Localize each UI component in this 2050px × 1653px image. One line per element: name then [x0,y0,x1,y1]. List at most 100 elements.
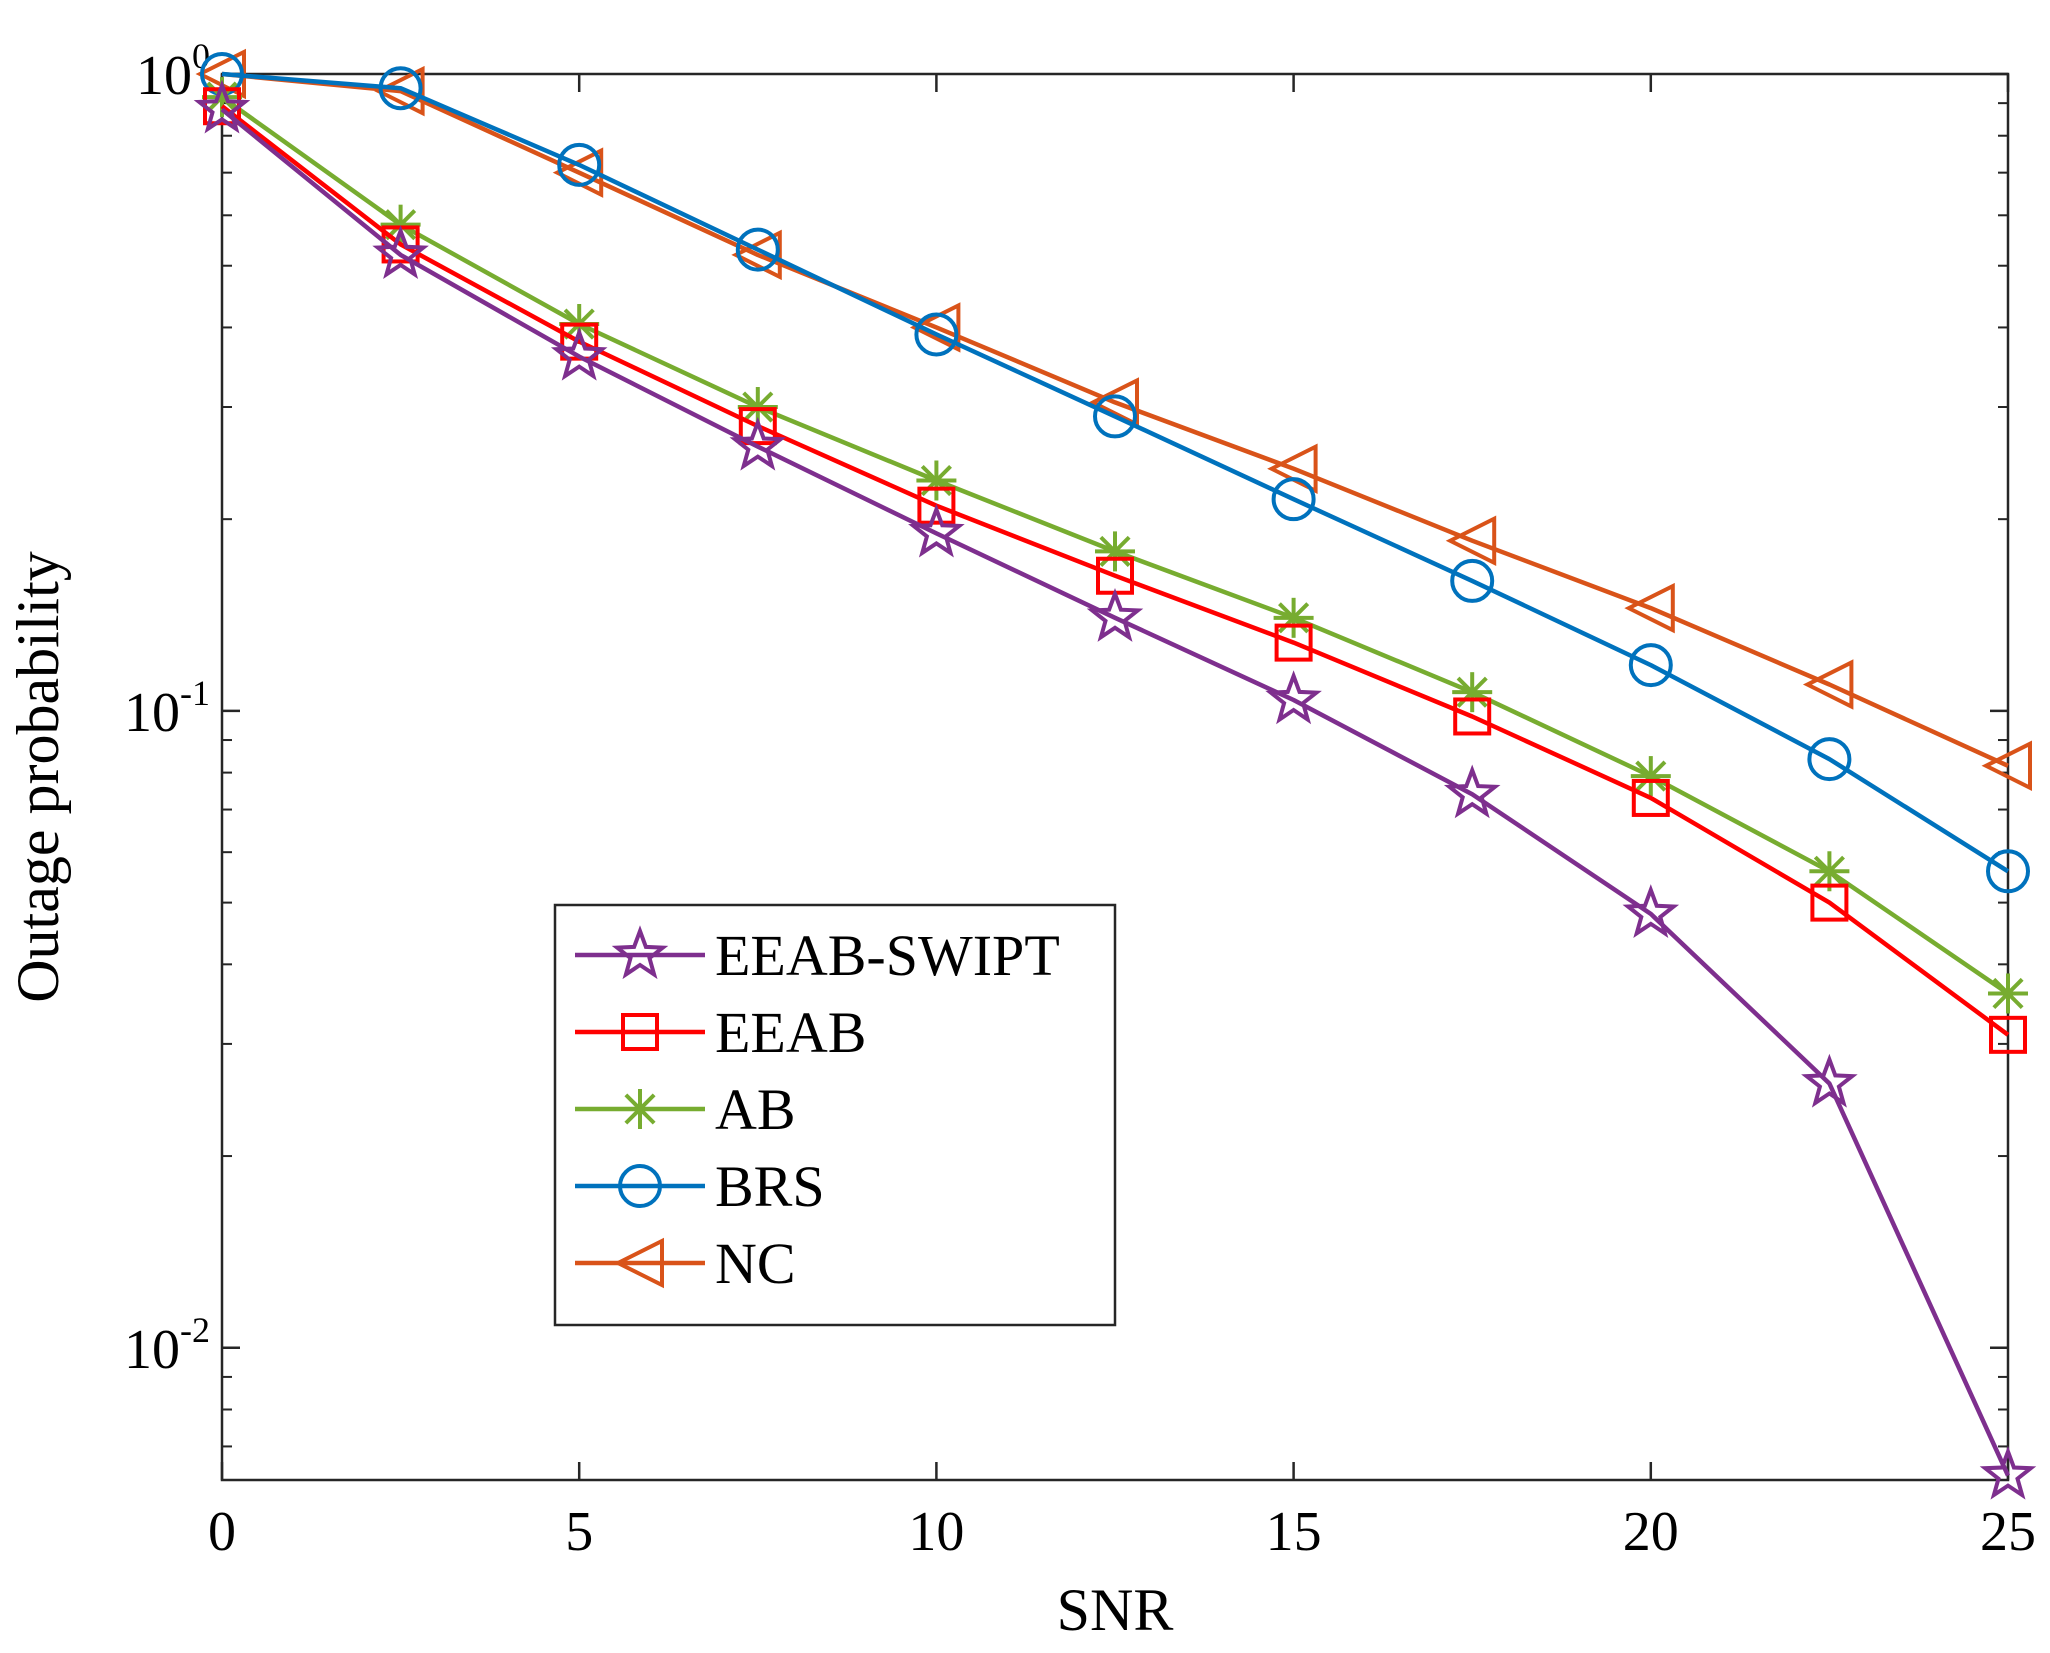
data-point [1265,670,1322,725]
star-marker [1086,588,1144,642]
star-marker [1801,1053,1858,1108]
circle-marker [378,66,423,111]
asterisk-stroke [742,391,774,423]
circle-marker [1450,558,1495,603]
data-point [1450,558,1495,603]
square-marker [1989,1015,2027,1054]
legend-label: BRS [715,1154,825,1219]
asterisk-stroke [1992,977,2024,1010]
data-point [1086,588,1144,642]
data-point [1622,884,1680,938]
x-tick-label: 0 [208,1501,236,1563]
star-marker [550,326,608,381]
data-point [374,65,425,117]
legend: EEAB-SWIPT EEAB AB BRS NC [553,903,1117,1327]
data-point [914,312,959,357]
data-point [737,387,778,428]
asterisk-stroke [1635,760,1667,792]
star-marker [1443,764,1501,819]
asterisk-stroke [1813,855,1845,887]
legend-label: EEAB [715,1000,866,1065]
data-point [1801,1053,1858,1108]
data-point [557,142,602,187]
triangle-marker [1981,740,2032,792]
star-marker [611,925,669,980]
square-marker [1453,697,1492,736]
data-point [917,486,956,525]
y-tick-label: 10-1 [124,673,210,744]
marker-asterisk [620,1089,660,1129]
data-point [380,204,421,245]
star-marker [1622,884,1680,938]
star-marker [372,225,429,279]
x-axis-label: SNR [1057,1577,1174,1643]
series-line [221,71,2010,874]
data-point [916,460,957,501]
legend-label: NC [715,1231,796,1296]
triangle-marker [1624,582,1675,634]
square-marker [917,486,956,525]
star-marker [193,79,251,134]
x-tick-label: 10 [908,1501,964,1563]
square-marker [1631,778,1670,817]
data-point [378,66,423,111]
data-point [729,416,787,471]
series-eeab-swipt [193,79,2037,1500]
data-point [1093,394,1137,439]
triangle-marker [1445,515,1497,566]
data-point [908,503,965,558]
data-point [738,407,777,446]
data-point [1445,515,1497,566]
circle-marker [735,227,780,272]
data-point [1979,1445,2037,1500]
data-point [1274,623,1313,662]
data-point [372,225,429,279]
data-point [1631,778,1670,817]
data-point [731,229,782,281]
circle-marker [1271,477,1316,522]
y-tick-label: 10-2 [124,1310,210,1381]
x-tick-label: 5 [565,1501,593,1563]
marker-square [621,1013,659,1051]
circle-marker [557,142,602,187]
x-tick-label: 25 [1980,1501,2036,1563]
triangle-marker [374,65,425,117]
marker-circle [618,1164,662,1208]
data-point [550,326,608,381]
data-point [1453,697,1492,736]
x-tick-label: 20 [1623,1501,1679,1563]
triangle-marker [731,229,782,281]
circle-marker [1093,394,1137,439]
legend-item: BRS [575,1154,825,1219]
square-marker [621,1013,659,1051]
series-nc [195,48,2032,792]
data-point [1271,477,1316,522]
series-line [221,71,2009,768]
star-marker [1979,1445,2037,1500]
legend-box [553,903,1117,1327]
data-point [1986,849,2030,894]
data-point [193,79,251,134]
marker-triangle-left [613,1237,664,1289]
asterisk-stroke [1099,535,1131,567]
legend-item: EEAB-SWIPT [575,923,1060,988]
circle-marker [618,1164,662,1208]
data-point [1624,582,1675,634]
star-marker [1265,670,1322,725]
data-point [1988,973,2028,1014]
data-point [1810,883,1849,922]
data-point [1273,597,1314,638]
data-point [1095,531,1135,572]
asterisk-stroke [1456,676,1488,708]
circle-marker [914,312,959,357]
triangle-marker [1802,659,1854,710]
series-eeab [203,87,2027,1054]
star-marker [908,503,965,558]
data-point [1630,756,1671,797]
legend-label: EEAB-SWIPT [715,923,1060,988]
data-point [1989,1015,2027,1054]
triangle-marker [613,1237,664,1289]
star-marker [729,416,787,471]
legend-label: AB [715,1077,796,1142]
